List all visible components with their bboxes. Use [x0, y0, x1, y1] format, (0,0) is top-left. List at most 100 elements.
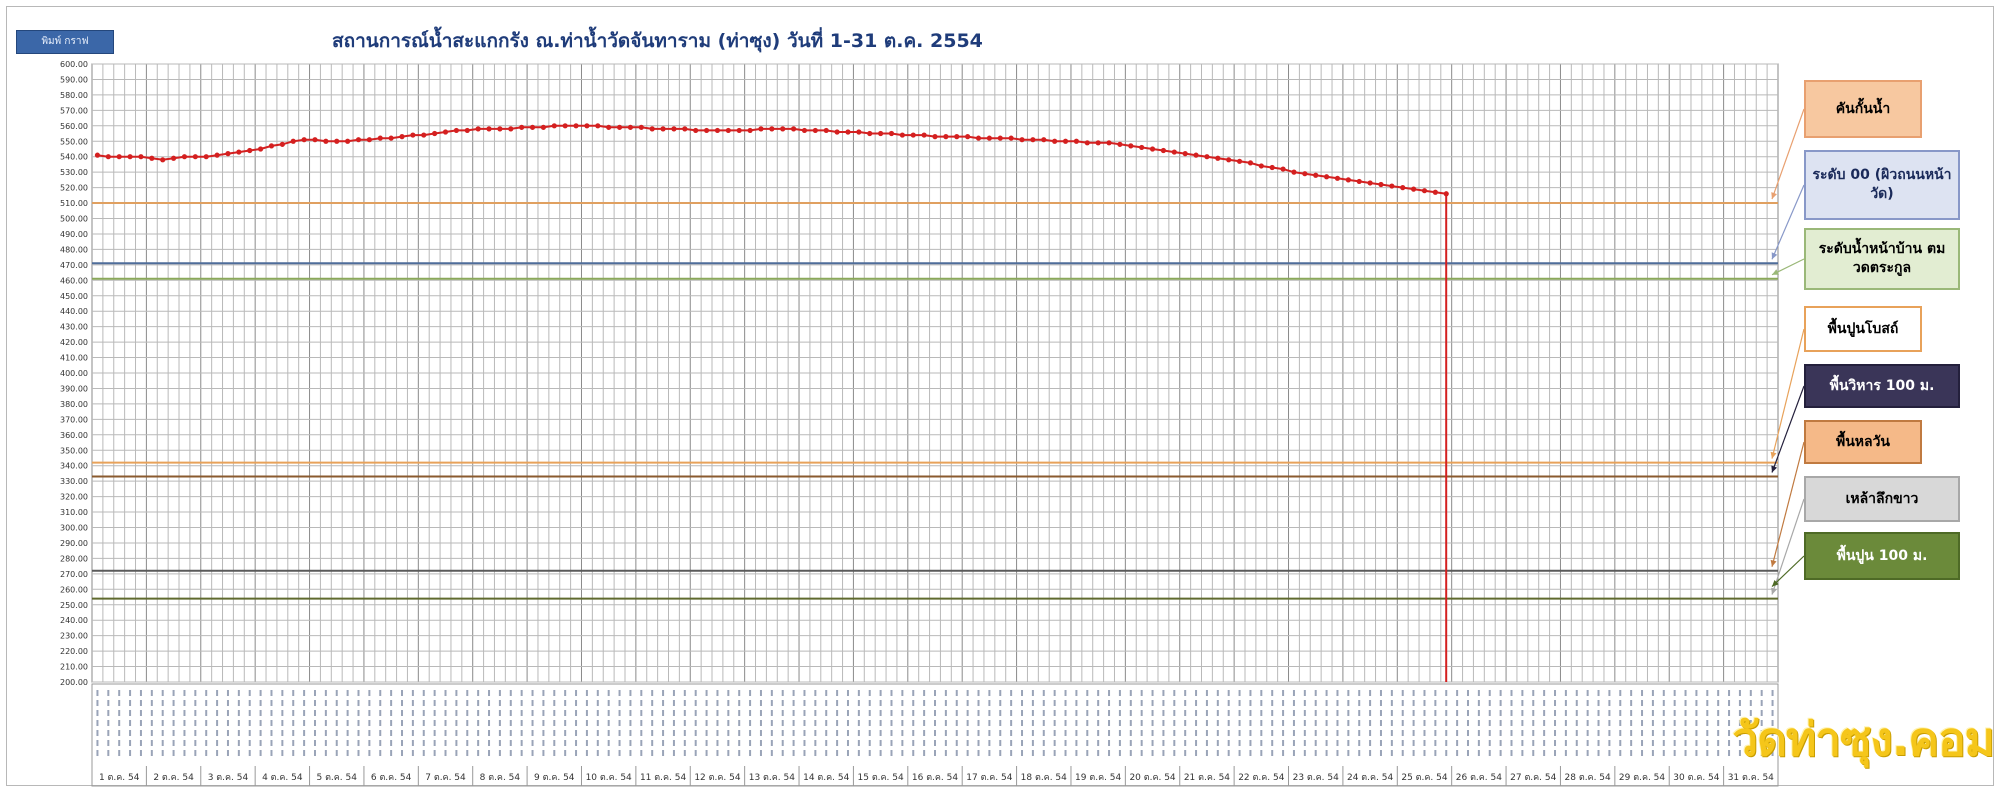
legend-connector — [1771, 385, 1805, 473]
reading-tick-mark — [313, 700, 316, 706]
reading-tick-mark — [977, 690, 980, 696]
legend-item: พื้นหลวัน — [1804, 420, 1922, 464]
reading-tick-mark — [1477, 740, 1480, 746]
data-point — [355, 137, 362, 143]
reading-tick-mark — [1499, 710, 1502, 716]
reading-tick-mark — [1053, 700, 1056, 706]
reading-tick-mark — [335, 740, 338, 746]
print-chart-button[interactable]: พิมพ์ กราฟ — [16, 30, 114, 54]
reading-tick-mark — [999, 750, 1002, 756]
reading-tick-mark — [237, 730, 240, 736]
reading-tick-mark — [825, 750, 828, 756]
reading-tick-mark — [781, 710, 784, 716]
reading-tick-mark — [1108, 720, 1111, 726]
reading-tick-mark — [1195, 710, 1198, 716]
reading-tick-mark — [1695, 700, 1698, 706]
y-tick-label: 260.00 — [60, 585, 88, 594]
reading-tick-mark — [509, 700, 512, 706]
data-point — [823, 127, 829, 134]
reading-tick-mark — [1488, 690, 1491, 696]
reading-tick-mark — [1271, 700, 1274, 706]
reading-tick-mark — [368, 740, 371, 746]
reading-tick-mark — [781, 720, 784, 726]
reading-tick-mark — [1749, 710, 1752, 716]
reading-tick-mark — [944, 730, 947, 736]
reading-tick-mark — [1619, 700, 1622, 706]
reading-tick-mark — [596, 740, 599, 746]
reading-tick-mark — [553, 740, 556, 746]
reading-tick-mark — [139, 730, 142, 736]
reading-tick-mark — [1390, 750, 1393, 756]
chart-title: สถานการณ์น้ำสะแกกรัง ณ.ท่าน้ำวัดจันทาราม… — [332, 30, 983, 52]
reading-tick-mark — [1488, 730, 1491, 736]
reading-tick-mark — [1488, 740, 1491, 746]
reading-tick-mark — [466, 720, 469, 726]
x-day-label: 24 ต.ค. 54 — [1347, 773, 1393, 783]
reading-tick-mark — [1532, 710, 1535, 716]
data-point — [1269, 164, 1275, 171]
reading-tick-mark — [1271, 690, 1274, 696]
reading-tick-mark — [1238, 710, 1241, 716]
reading-tick-mark — [509, 720, 512, 726]
reading-tick-mark — [1118, 700, 1121, 706]
data-point — [562, 123, 568, 129]
reading-tick-mark — [988, 690, 991, 696]
reading-tick-mark — [259, 740, 262, 746]
reading-tick-mark — [281, 750, 284, 756]
y-tick-label: 310.00 — [60, 508, 88, 517]
reading-tick-mark — [1510, 690, 1513, 696]
reading-tick-mark — [944, 740, 947, 746]
reading-tick-mark — [466, 710, 469, 716]
x-axis: 1 ต.ค. 54 2 ต.ค. 54 3 ต.ค. 54 4 ต.ค. 54 5 ต.… — [91, 683, 1779, 787]
reading-tick-mark — [1064, 750, 1067, 756]
data-point — [801, 127, 808, 134]
reading-tick-mark — [1336, 730, 1339, 736]
water-level-series — [94, 123, 1449, 682]
reading-tick-mark — [433, 740, 436, 746]
reading-tick-mark — [444, 740, 447, 746]
reading-tick-mark — [313, 710, 316, 716]
data-point — [1117, 141, 1123, 147]
reading-tick-mark — [988, 730, 991, 736]
reading-tick-mark — [836, 740, 839, 746]
reading-tick-mark — [1543, 750, 1546, 756]
y-tick-label: 370.00 — [60, 415, 88, 424]
reading-tick-mark — [846, 750, 849, 756]
reading-tick-mark — [324, 700, 327, 706]
reading-tick-mark — [1075, 710, 1078, 716]
reading-tick-mark — [172, 710, 175, 716]
legend-connector-arrow — [1770, 559, 1777, 567]
legend-connector-arrow — [1772, 269, 1779, 275]
reading-tick-mark — [1151, 740, 1154, 746]
reading-tick-mark — [803, 750, 806, 756]
reading-tick-mark — [781, 740, 784, 746]
reading-tick-mark — [1684, 690, 1687, 696]
reading-tick-mark — [161, 690, 164, 696]
reading-tick-mark — [313, 750, 316, 756]
reading-tick-mark — [1564, 750, 1567, 756]
reading-tick-mark — [1597, 700, 1600, 706]
reading-tick-mark — [1325, 700, 1328, 706]
reading-tick-mark — [1282, 710, 1285, 716]
reading-tick-mark — [1260, 730, 1263, 736]
reading-tick-mark — [1771, 700, 1774, 706]
reading-tick-mark — [150, 690, 153, 696]
reading-tick-mark — [1651, 700, 1654, 706]
reading-tick-mark — [966, 750, 969, 756]
reading-tick-mark — [1695, 750, 1698, 756]
reading-tick-mark — [1466, 690, 1469, 696]
x-day-label: 28 ต.ค. 54 — [1565, 773, 1611, 783]
reading-tick-mark — [662, 730, 665, 736]
reading-tick-mark — [1630, 740, 1633, 746]
reading-tick-mark — [411, 720, 414, 726]
reading-tick-mark — [1031, 720, 1034, 726]
reading-tick-mark — [129, 730, 132, 736]
reading-tick-mark — [237, 710, 240, 716]
reading-tick-mark — [792, 720, 795, 726]
reading-tick-mark — [1423, 720, 1426, 726]
x-day-label: 19 ต.ค. 54 — [1075, 773, 1121, 783]
reading-tick-mark — [1205, 690, 1208, 696]
reading-tick-mark — [1760, 740, 1763, 746]
y-tick-label: 490.00 — [60, 230, 88, 239]
chart-grid — [91, 63, 1779, 683]
